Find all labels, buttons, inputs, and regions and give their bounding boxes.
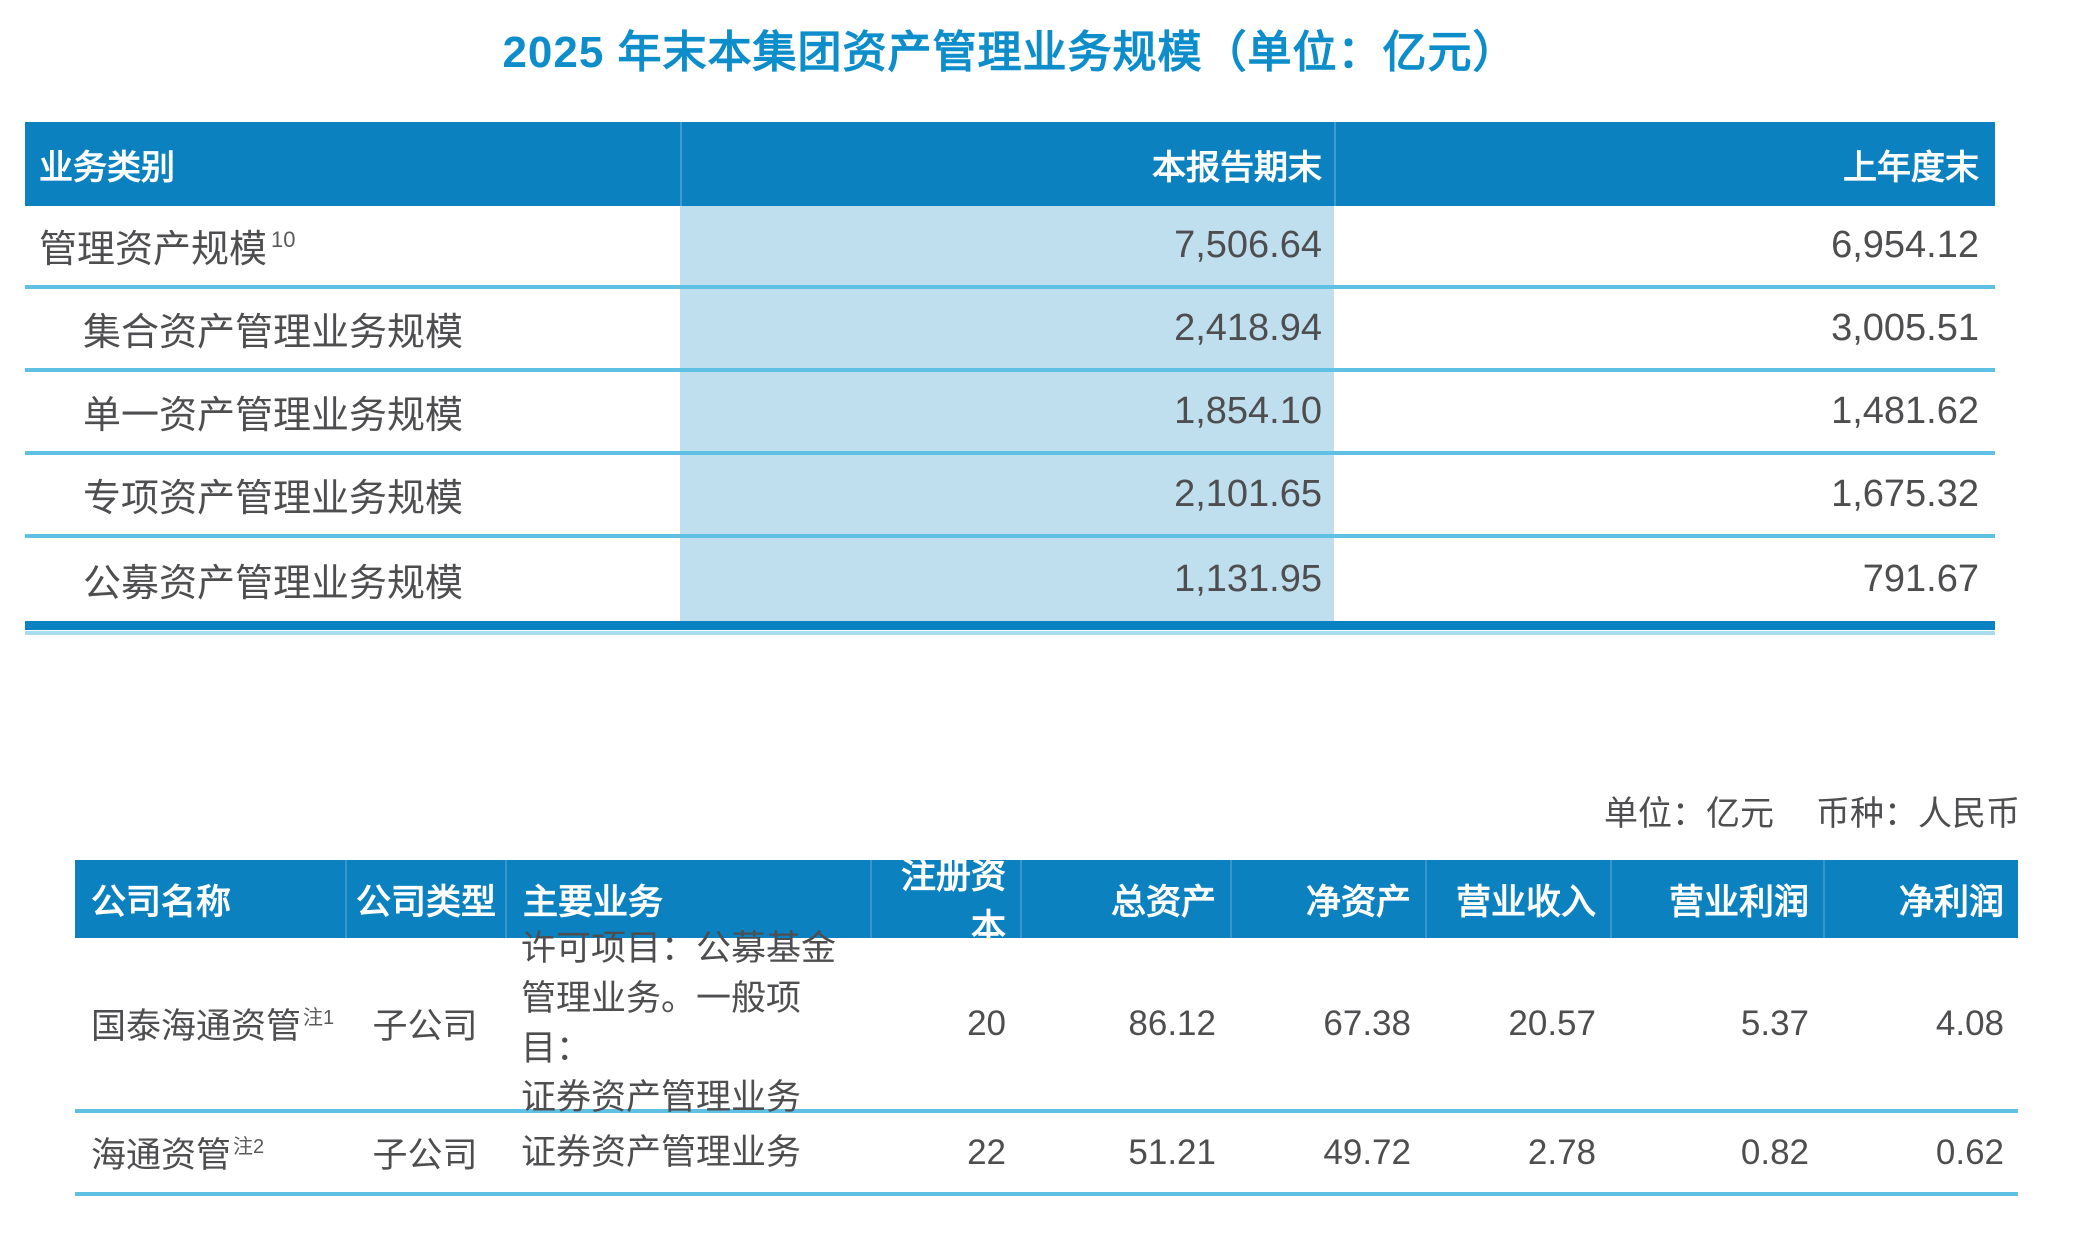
column-header-net-assets: 净资产 [1230,860,1425,938]
company-name: 国泰海通资管 [91,1007,302,1046]
current-period-value: 1,131.95 [680,538,1334,621]
subsidiaries-table-header: 公司名称 公司类型 主要业务 注册资本 总资产 净资产 营业收入 营业利润 净利… [75,857,2018,947]
current-period-value: 2,101.65 [680,455,1334,534]
current-period-value: 7,506.64 [680,206,1334,285]
business-category-cell: 专项资产管理业务规模 [25,467,680,522]
column-header-registered-capital: 注册资本 [870,857,1020,947]
table-bottom-border [25,621,1995,630]
main-business-cell: 许可项目：公募基金 管理业务。一般项目： 证券资产管理业务 [521,929,837,1118]
table-row: 单一资产管理业务规模 1,854.10 1,481.62 [25,372,1995,455]
total-assets-cell: 86.12 [1128,1003,1216,1043]
column-header-company-name: 公司名称 [91,882,232,922]
table-row: 管理资产规模 10 7,506.64 6,954.12 [25,206,1995,289]
footnote-superscript: 10 [271,227,296,252]
table-bottom-border-light [25,631,1995,635]
table-row: 专项资产管理业务规模 2,101.65 1,675.32 [25,455,1995,538]
value-text: 1,854.10 [1174,390,1322,432]
column-header-company-type: 公司类型 [345,860,505,938]
table-row: 公募资产管理业务规模 1,131.95 791.67 [25,538,1995,621]
net-assets-cell: 49.72 [1323,1132,1411,1172]
current-period-value: 2,418.94 [680,289,1334,368]
registered-capital-cell: 20 [967,1003,1006,1043]
value-text: 2,418.94 [1174,307,1322,349]
unit-note: 单位：亿元 [1604,795,1774,833]
business-category-cell: 集合资产管理业务规模 [25,301,680,356]
table-row: 国泰海通资管 注1 子公司 许可项目：公募基金 管理业务。一般项目： 证券资产管理… [75,929,2018,1117]
column-header-prior-year: 上年度末 [1334,122,1995,206]
row-label: 单一资产管理业务规模 [83,395,464,437]
column-header-revenue: 营业收入 [1425,860,1610,938]
operating-profit-cell: 0.82 [1740,1132,1809,1172]
column-header-net-profit: 净利润 [1823,860,2018,938]
value-text: 7,506.64 [1174,224,1322,266]
prior-year-value: 6,954.12 [1831,224,1979,266]
currency-note: 币种：人民币 [1816,795,2020,833]
column-header-total-assets: 总资产 [1020,860,1230,938]
column-header-operating-profit: 营业利润 [1610,860,1823,938]
company-name-cell: 海通资管 注2 [75,1127,345,1178]
prior-year-value: 791.67 [1862,558,1979,600]
business-category-cell: 公募资产管理业务规模 [25,552,680,607]
net-profit-cell: 4.08 [1935,1003,2004,1043]
column-header-main-business: 主要业务 [505,860,870,938]
value-text: 1,131.95 [1174,558,1322,600]
column-header-business-category: 业务类别 [39,148,175,187]
operating-profit-cell: 5.37 [1740,1003,1809,1043]
company-type-cell: 子公司 [372,1136,478,1175]
main-business-cell: 证券资产管理业务 [521,1132,802,1172]
footnote-superscript: 注1 [303,1007,335,1029]
prior-year-value: 3,005.51 [1831,307,1979,349]
net-profit-cell: 0.62 [1935,1132,2004,1172]
unit-currency-note: 单位：亿元 币种：人民币 [25,786,2020,835]
total-assets-cell: 51.21 [1128,1132,1216,1172]
revenue-cell: 2.78 [1527,1132,1596,1172]
registered-capital-cell: 22 [967,1132,1006,1172]
value-text: 2,101.65 [1174,473,1322,515]
company-name: 海通资管 [91,1136,232,1175]
prior-year-value: 1,481.62 [1831,390,1979,432]
row-label: 公募资产管理业务规模 [83,563,464,605]
row-label: 管理资产规模 [39,229,268,271]
prior-year-value: 1,675.32 [1831,473,1979,515]
table-row: 海通资管 注2 子公司 证券资产管理业务 22 51.21 49.72 2.78 … [75,1113,2018,1196]
aum-table: 业务类别 本报告期末 上年度末 管理资产规模 10 7,506.64 6,954.… [25,122,1995,635]
company-name-cell: 国泰海通资管 注1 [75,998,345,1049]
business-category-cell: 管理资产规模 10 [25,218,680,273]
revenue-cell: 20.57 [1508,1003,1596,1043]
net-assets-cell: 67.38 [1323,1003,1411,1043]
current-period-value: 1,854.10 [680,372,1334,451]
row-label: 专项资产管理业务规模 [83,478,464,520]
page-title: 2025 年末本集团资产管理业务规模（单位：亿元） [502,28,1518,77]
subsidiaries-table: 公司名称 公司类型 主要业务 注册资本 总资产 净资产 营业收入 营业利润 净利… [75,857,2018,1196]
row-label: 集合资产管理业务规模 [83,312,464,354]
column-header-current-period: 本报告期末 [680,122,1334,206]
aum-table-header: 业务类别 本报告期末 上年度末 [25,122,1995,206]
company-type-cell: 子公司 [372,1007,478,1046]
footnote-superscript: 注2 [233,1136,265,1158]
business-category-cell: 单一资产管理业务规模 [25,384,680,439]
table-row: 集合资产管理业务规模 2,418.94 3,005.51 [25,289,1995,372]
